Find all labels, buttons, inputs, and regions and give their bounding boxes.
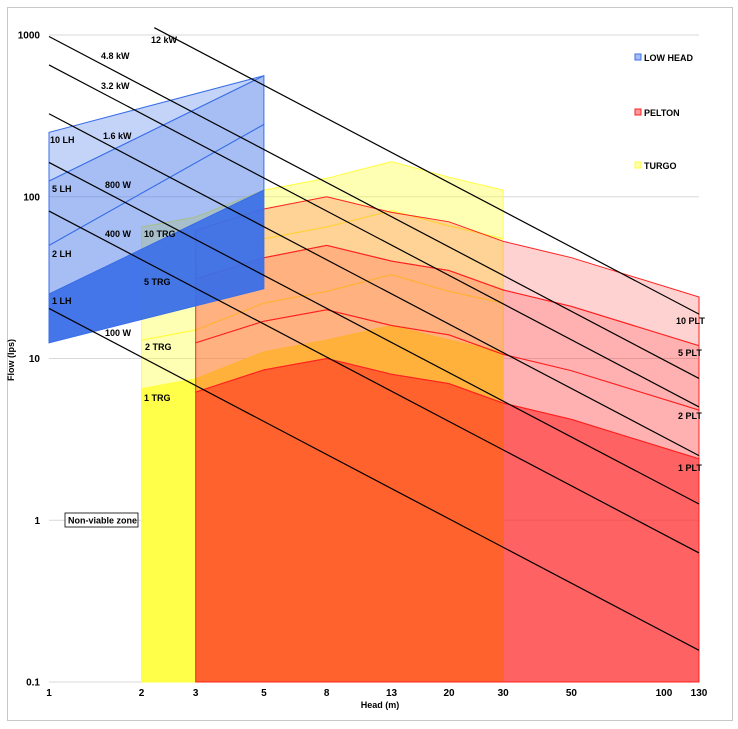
series-label-1-lh: 1 LH xyxy=(52,296,72,306)
legend: LOW HEAD PELTON TURGO xyxy=(634,53,693,171)
power-line-4 xyxy=(48,64,700,408)
series-label-10-plt: 10 PLT xyxy=(676,316,705,326)
x-tick-label-7: 30 xyxy=(498,688,510,699)
series-label-1-plt: 1 PLT xyxy=(678,463,702,473)
area-series xyxy=(48,74,700,683)
series-label-2-lh: 2 LH xyxy=(52,249,72,259)
series-label-10-lh: 10 LH xyxy=(50,135,75,145)
x-tick-label-10: 130 xyxy=(691,688,708,699)
annotation-border xyxy=(64,512,139,528)
series-label-5-lh: 5 LH xyxy=(52,184,72,194)
series-label-10-trg: 10 TRG xyxy=(144,229,176,239)
legend-swatch-turgo xyxy=(634,161,642,169)
series-label-5-trg: 5 TRG xyxy=(144,277,171,287)
legend-swatch-pelton xyxy=(634,108,642,116)
x-tick-label-2: 3 xyxy=(193,688,199,699)
x-tick-label-5: 13 xyxy=(386,688,398,699)
power-line-label-1: 400 W xyxy=(105,229,132,239)
x-tick-label-3: 5 xyxy=(261,688,267,699)
area-10-plt xyxy=(195,196,700,347)
series-label-1-trg: 1 TRG xyxy=(144,393,171,403)
legend-swatch-low_head xyxy=(634,53,642,61)
y-tick-label-2: 10 xyxy=(29,354,41,365)
y-tick-label-0: 0.1 xyxy=(26,678,40,689)
y-tick-label-3: 100 xyxy=(23,192,40,203)
power-line-0 xyxy=(48,307,700,651)
power-line-2 xyxy=(48,161,700,505)
x-tick-label-9: 100 xyxy=(656,688,673,699)
power-line-3 xyxy=(48,113,700,457)
y-axis-title: Flow (lps) xyxy=(6,339,16,381)
series-label-2-plt: 2 PLT xyxy=(678,411,702,421)
power-line-label-2: 800 W xyxy=(105,180,132,190)
y-tick-label-4: 1000 xyxy=(18,31,41,42)
annotation-box: Non-viable zone xyxy=(64,512,139,528)
series-label-5-plt: 5 PLT xyxy=(678,348,702,358)
y-tick-label-1: 1 xyxy=(34,516,40,527)
power-line-label-6: 12 kW xyxy=(151,35,178,45)
power-line-5 xyxy=(48,35,700,379)
annotation-text: Non-viable zone xyxy=(68,516,137,526)
x-tick-label-6: 20 xyxy=(443,688,455,699)
x-tick-label-0: 1 xyxy=(46,688,52,699)
power-line-6 xyxy=(154,27,700,315)
chart-frame xyxy=(7,7,733,721)
power-line-1 xyxy=(48,210,700,554)
axes: 0.1 1 10 100 1000 1 2 3 5 8 13 20 30 50 100 130 xyxy=(18,31,708,700)
legend-label-pelton: PELTON xyxy=(644,108,680,118)
series-label-2-trg: 2 TRG xyxy=(145,342,172,352)
x-axis-title: Head (m) xyxy=(361,700,400,710)
power-line-label-4: 3.2 kW xyxy=(101,81,130,91)
legend-label-low_head: LOW HEAD xyxy=(644,53,693,63)
area-10-lh xyxy=(48,75,265,182)
x-tick-label-1: 2 xyxy=(139,688,145,699)
series-labels: 100 W 400 W 800 W 1.6 kW 3.2 kW 4.8 kW 12 kW 1 … xyxy=(50,35,705,473)
power-line-label-3: 1.6 kW xyxy=(103,131,132,141)
power-line-label-0: 100 W xyxy=(105,328,132,338)
x-tick-label-8: 50 xyxy=(566,688,578,699)
power-line-label-5: 4.8 kW xyxy=(101,51,130,61)
legend-label-turgo: TURGO xyxy=(644,161,677,171)
x-tick-label-4: 8 xyxy=(324,688,330,699)
power-lines xyxy=(48,27,700,651)
